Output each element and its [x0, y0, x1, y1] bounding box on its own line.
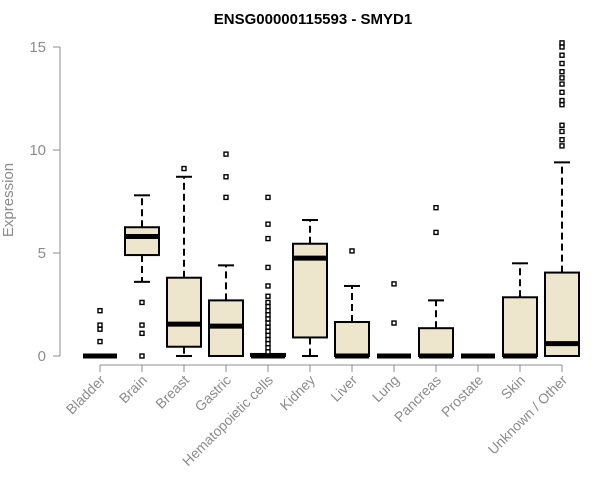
box-iqr — [502, 296, 538, 358]
outlier-point — [265, 332, 271, 339]
outlier-point — [265, 303, 271, 310]
outlier-point — [265, 324, 271, 330]
outlier-point — [223, 174, 229, 180]
box-liver — [334, 248, 370, 359]
outlier-point — [139, 330, 145, 337]
outlier-point — [97, 307, 103, 314]
outlier-point — [265, 264, 271, 271]
x-tick-label: Prostate — [438, 372, 486, 420]
outlier-point — [559, 128, 565, 135]
box-iqr — [334, 321, 370, 358]
box-iqr — [418, 327, 454, 358]
outlier-point — [265, 345, 271, 351]
outlier-point — [559, 97, 565, 104]
outlier-point — [265, 336, 271, 343]
outlier-point — [559, 75, 565, 81]
outlier-point — [265, 235, 271, 242]
box-series — [83, 40, 580, 359]
outlier-point — [559, 52, 565, 58]
y-tick-label: 15 — [29, 39, 46, 56]
box-bladder — [83, 307, 117, 359]
outlier-point — [559, 44, 565, 50]
outlier-point — [391, 281, 397, 287]
outlier-point — [559, 89, 565, 96]
outlier-point — [181, 165, 187, 172]
outlier-point — [139, 353, 145, 359]
outlier-point — [265, 328, 271, 334]
outlier-point — [97, 338, 103, 345]
outlier-point — [97, 322, 103, 328]
outlier-point — [265, 283, 271, 289]
outlier-point — [265, 293, 271, 299]
outlier-point — [349, 248, 355, 254]
box-breast — [166, 165, 202, 357]
x-tick-label: Liver — [327, 372, 360, 405]
x-tick-label: Pancreas — [391, 372, 444, 425]
outlier-point — [433, 204, 439, 211]
outlier-point — [265, 349, 271, 355]
box-gastric — [208, 151, 244, 358]
x-tick-label: Kidney — [277, 372, 319, 414]
x-tick-label: Skin — [498, 372, 529, 403]
outlier-point — [223, 194, 229, 201]
x-tick-label: Brain — [116, 372, 150, 406]
box-hematopoietic-cells — [250, 194, 286, 359]
outlier-point — [97, 326, 103, 332]
y-axis-label: Expression — [0, 163, 17, 237]
outlier-point — [559, 122, 565, 128]
outlier-point — [265, 340, 271, 347]
y-tick-label: 10 — [29, 142, 46, 159]
outlier-point — [559, 60, 565, 67]
outlier-point — [391, 320, 397, 326]
outlier-point — [139, 299, 145, 306]
y-tick-label: 5 — [38, 245, 46, 262]
outlier-point — [265, 299, 271, 306]
outlier-point — [559, 40, 565, 46]
outlier-point — [559, 69, 565, 75]
outlier-point — [265, 221, 271, 227]
outlier-point — [265, 312, 271, 318]
outlier-point — [559, 136, 565, 143]
x-tick-label: Breast — [152, 372, 192, 412]
box-skin — [502, 262, 538, 359]
outlier-point — [559, 101, 565, 108]
x-tick-label: Bladder — [63, 372, 109, 418]
box-lung — [377, 281, 411, 359]
outlier-point — [433, 229, 439, 236]
outlier-point — [139, 322, 145, 328]
y-axis: 0 5 10 15 — [29, 39, 61, 365]
x-tick-label: Unknown / Other — [485, 372, 571, 458]
outlier-point — [265, 307, 271, 314]
box-iqr — [124, 226, 160, 257]
box-brain — [124, 194, 160, 359]
outlier-point — [265, 194, 271, 201]
chart-title: ENSG00000115593 - SMYD1 — [214, 11, 412, 28]
x-tick-label: Lung — [369, 372, 402, 405]
outlier-point — [559, 143, 565, 149]
y-tick-label: 0 — [38, 348, 46, 365]
outlier-point — [559, 81, 565, 87]
outlier-point — [223, 151, 229, 157]
box-kidney — [292, 219, 328, 357]
box-iqr — [166, 276, 202, 348]
box-unknown-other — [544, 40, 580, 358]
outlier-point — [265, 320, 271, 326]
box-pancreas — [418, 204, 454, 359]
outlier-point — [265, 316, 271, 322]
